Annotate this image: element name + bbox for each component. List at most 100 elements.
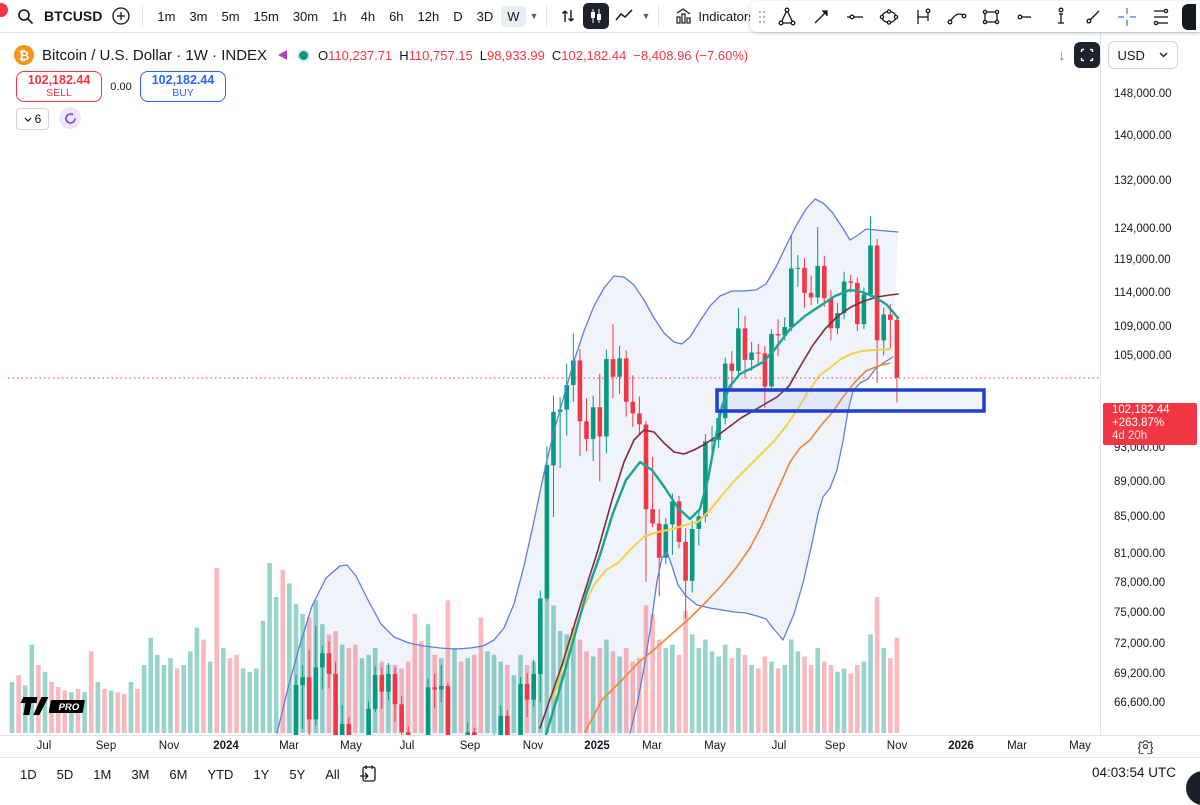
toolbar-separator [658, 6, 660, 26]
chart-canvas[interactable] [0, 32, 1100, 735]
timeframe-chevron-down-icon[interactable]: ▼ [529, 11, 539, 21]
price-axis-label: 66,600.00 [1114, 697, 1166, 710]
quantity-selector[interactable]: 6 [16, 108, 49, 130]
range-5d[interactable]: 5D [56, 766, 74, 782]
axis-settings-gear-icon[interactable] [1138, 739, 1153, 754]
chevron-down-icon [1159, 52, 1168, 58]
quantity-value: 6 [34, 112, 42, 126]
add-symbol-icon[interactable] [108, 3, 134, 29]
timeframe-15m[interactable]: 15m [253, 8, 279, 24]
timeframe-5m[interactable]: 5m [221, 8, 240, 24]
screenshot-button[interactable] [1073, 42, 1100, 68]
time-axis-label: 2025 [584, 740, 610, 752]
crosshair-icon[interactable] [1112, 4, 1142, 30]
price-axis-label: 78,000.00 [1114, 576, 1166, 589]
timeframe-3m[interactable]: 3m [189, 8, 208, 24]
timeframe-group: 1m 3m 5m 15m 30m 1h 4h 6h 12h D 3D W [151, 5, 526, 27]
price-axis[interactable]: 102,182.44 +263.87% 4d 20h 148,000.00 140… [1100, 32, 1200, 735]
range-1d[interactable]: 1D [20, 766, 37, 782]
time-axis-label: Sep [95, 740, 117, 752]
indicators-button[interactable]: Indicators [667, 3, 814, 29]
time-axis-label: Sep [824, 740, 846, 752]
price-axis-label: 105,000.00 [1114, 349, 1172, 362]
scroll-down-icon[interactable]: ↓ [1058, 46, 1066, 64]
time-axis-label: Jul [36, 740, 52, 752]
range-1y[interactable]: 1Y [253, 766, 270, 782]
time-axis-label: May [1069, 740, 1091, 752]
ellipse-tool-icon[interactable] [874, 4, 904, 30]
drawing-tools-palette [750, 1, 1200, 32]
bottom-toolbar: 1D 5D 1M 3M 6M YTD 1Y 5Y All 04:03:54 UTC [0, 757, 1200, 790]
text-tool-icon[interactable] [1044, 4, 1074, 30]
horizontal-ray-icon[interactable] [840, 4, 870, 30]
timeframe-D[interactable]: D [453, 8, 463, 24]
go-to-date-icon[interactable] [358, 764, 378, 784]
purple-flag-icon[interactable] [275, 48, 289, 62]
price-axis-label: 89,000.00 [1114, 476, 1166, 489]
line-style-chevron-down-icon[interactable]: ▼ [641, 11, 651, 21]
symbol-info-row: ₿ Bitcoin / U.S. Dollar · 1W · INDEX O11… [14, 42, 748, 68]
time-axis-label: Nov [158, 740, 180, 752]
sync-refresh-icon[interactable] [59, 107, 81, 129]
range-6m[interactable]: 6M [169, 766, 188, 782]
price-axis-label: 85,000.00 [1114, 511, 1166, 524]
market-open-dot[interactable] [297, 48, 311, 62]
symbol-search-button[interactable]: BTCUSD [44, 8, 103, 24]
date-range-icon[interactable] [908, 4, 938, 30]
time-axis[interactable]: Jul Sep Nov 2024 Mar May Jul Sep Nov 2025 Mar May Ju… [0, 735, 1200, 758]
timeframe-W[interactable]: W [501, 5, 526, 27]
timeframe-12h[interactable]: 12h [417, 8, 440, 24]
timeframe-3D[interactable]: 3D [476, 8, 494, 24]
price-axis-label: 69,200.00 [1114, 668, 1166, 681]
compare-arrows-icon[interactable] [555, 3, 581, 29]
buy-button[interactable]: 102,182.44 BUY [140, 71, 226, 102]
price-axis-label: 140,000.00 [1114, 130, 1172, 143]
curve-tool-icon[interactable] [942, 4, 972, 30]
top-toolbar: BTCUSD 1m 3m 5m 15m 30m 1h 4h 6h 12h D 3D W ▼ ▼ Ind… [0, 0, 1200, 33]
chart-style-candles-button[interactable] [583, 3, 610, 29]
current-price-label: 102,182.44 +263.87% 4d 20h [1103, 403, 1197, 445]
polyline-tool-icon[interactable] [772, 4, 802, 30]
parallel-lines-icon[interactable] [1146, 4, 1176, 30]
trendline-tool-icon[interactable] [1078, 4, 1108, 30]
rectangle-tool-icon[interactable] [976, 4, 1006, 30]
range-ytd[interactable]: YTD [207, 766, 234, 782]
collapsed-panel-button[interactable] [1182, 3, 1196, 30]
symbol-title[interactable]: Bitcoin / U.S. Dollar · 1W · INDEX [42, 46, 268, 64]
arrow-tool-icon[interactable] [806, 4, 836, 30]
ma-teal-line [544, 288, 900, 735]
timeframe-1m[interactable]: 1m [157, 8, 176, 24]
time-axis-label: May [340, 740, 362, 752]
toolbar-left: BTCUSD 1m 3m 5m 15m 30m 1h 4h 6h 12h D 3D W ▼ ▼ Ind… [0, 3, 815, 29]
search-icon[interactable] [12, 3, 38, 29]
ohlc-values: O110,237.71 H110,757.15 L98,933.99 C102,… [318, 47, 749, 63]
line-style-dropdown[interactable] [611, 3, 637, 29]
price-axis-label: 119,000.00 [1114, 254, 1171, 267]
range-all[interactable]: All [325, 766, 340, 782]
palette-drag-handle[interactable] [756, 4, 768, 30]
price-axis-label: 109,000.00 [1114, 321, 1172, 334]
currency-dropdown[interactable]: USD [1107, 41, 1178, 69]
tradingview-pro-watermark: PRO [12, 694, 90, 718]
sell-button[interactable]: 102,182.44 SELL [16, 71, 102, 102]
timeframe-4h[interactable]: 4h [360, 8, 376, 24]
session-clock[interactable]: 04:03:54 UTC [1091, 765, 1176, 780]
high-value: 110,757.15 [408, 47, 473, 63]
timeframe-6h[interactable]: 6h [389, 8, 404, 24]
ray-tool-icon[interactable] [1010, 4, 1040, 30]
range-5y[interactable]: 5Y [289, 766, 306, 782]
support-zone-rectangle[interactable] [715, 388, 986, 413]
recording-dot [0, 3, 8, 17]
price-axis-label: 81,000.00 [1114, 547, 1166, 560]
change-value: −8,408.96 (−7.60%) [633, 47, 749, 63]
low-value: 98,933.99 [487, 47, 545, 63]
time-axis-label: Jul [399, 740, 415, 752]
close-value: 102,182.44 [561, 47, 627, 63]
bar-countdown-value: 4d 20h [1112, 430, 1148, 442]
range-1m[interactable]: 1M [93, 766, 112, 782]
price-axis-label: 93,000.00 [1114, 442, 1166, 455]
toolbar-separator [142, 6, 144, 26]
timeframe-30m[interactable]: 30m [292, 8, 319, 24]
range-3m[interactable]: 3M [131, 766, 150, 782]
timeframe-1h[interactable]: 1h [332, 8, 347, 24]
